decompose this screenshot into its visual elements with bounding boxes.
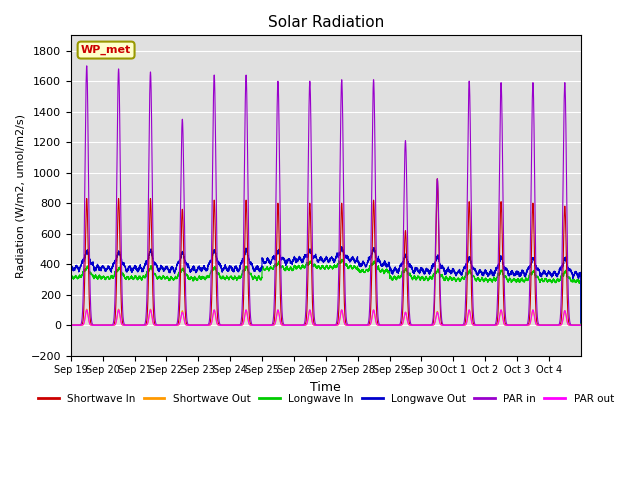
Shortwave Out [577, 322, 584, 328]
Line: Shortwave In: Shortwave In [71, 179, 580, 325]
Longwave Out [67, 263, 75, 269]
Shortwave Out [83, 306, 90, 312]
Shortwave Out [67, 322, 75, 328]
PAR out [456, 322, 463, 328]
PAR in [307, 103, 314, 109]
Longwave In [338, 256, 346, 262]
PAR in [263, 322, 271, 328]
X-axis label: Time: Time [310, 381, 341, 394]
PAR out [307, 309, 314, 315]
Title: Solar Radiation: Solar Radiation [268, 15, 384, 30]
Longwave Out [338, 244, 346, 250]
PAR in [378, 322, 386, 328]
Longwave In [378, 267, 386, 273]
PAR out [67, 322, 75, 328]
Shortwave In [433, 176, 441, 181]
PAR in [84, 184, 92, 190]
PAR out [378, 322, 386, 328]
Longwave In [67, 274, 75, 279]
Longwave Out [263, 257, 271, 263]
Longwave In [263, 264, 271, 270]
PAR out [83, 307, 90, 313]
Longwave In [364, 269, 372, 275]
PAR in [67, 322, 75, 328]
PAR out [263, 322, 271, 328]
Shortwave Out [84, 317, 92, 323]
Longwave Out [456, 269, 463, 275]
Longwave Out [364, 259, 372, 265]
Line: Longwave Out: Longwave Out [71, 247, 580, 323]
PAR in [364, 321, 372, 327]
Longwave In [577, 322, 584, 327]
PAR out [577, 322, 584, 328]
Longwave Out [307, 247, 314, 252]
Shortwave In [378, 322, 385, 328]
Shortwave In [577, 322, 584, 328]
PAR in [456, 322, 463, 328]
Longwave In [307, 258, 314, 264]
PAR in [577, 322, 584, 328]
Line: Longwave In: Longwave In [71, 259, 580, 324]
Shortwave In [84, 265, 92, 271]
Shortwave In [456, 322, 463, 328]
Line: PAR in: PAR in [71, 66, 580, 325]
Line: Shortwave Out: Shortwave Out [71, 309, 580, 325]
Text: WP_met: WP_met [81, 45, 131, 55]
Line: PAR out: PAR out [71, 310, 580, 325]
Shortwave Out [378, 322, 386, 328]
Longwave Out [378, 263, 386, 269]
Longwave In [456, 278, 463, 284]
Shortwave In [307, 214, 314, 219]
Shortwave Out [364, 322, 372, 328]
Shortwave Out [307, 310, 314, 315]
PAR out [84, 316, 92, 322]
Legend: Shortwave In, Shortwave Out, Longwave In, Longwave Out, PAR in, PAR out: Shortwave In, Shortwave Out, Longwave In… [33, 390, 618, 408]
Y-axis label: Radiation (W/m2, umol/m2/s): Radiation (W/m2, umol/m2/s) [15, 113, 25, 277]
Shortwave In [263, 322, 271, 328]
PAR in [83, 63, 90, 69]
Longwave In [84, 265, 92, 271]
Shortwave Out [263, 322, 271, 328]
Shortwave In [364, 322, 372, 328]
Shortwave Out [456, 322, 463, 328]
Shortwave In [67, 322, 75, 328]
PAR out [364, 322, 372, 328]
Longwave Out [577, 320, 584, 325]
Longwave Out [84, 251, 92, 257]
